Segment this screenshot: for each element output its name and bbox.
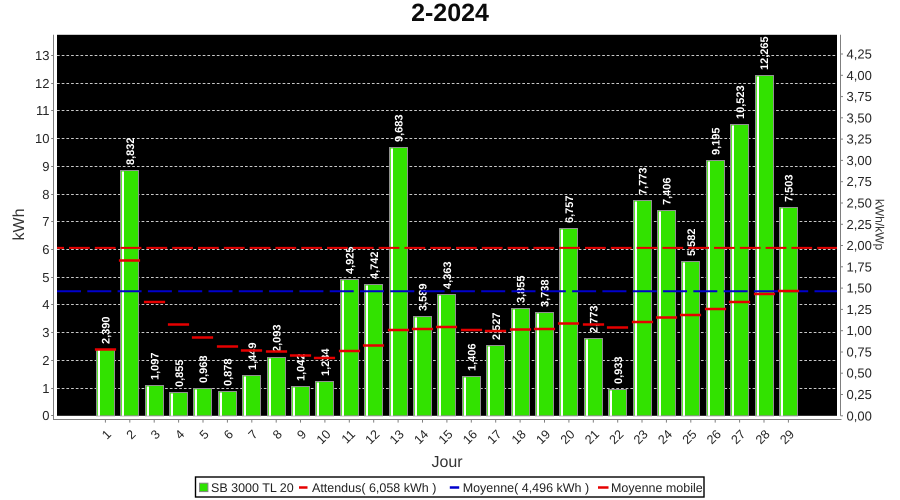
- svg-text:20: 20: [558, 427, 578, 447]
- svg-text:16: 16: [460, 427, 480, 447]
- svg-text:3,25: 3,25: [847, 132, 872, 147]
- svg-text:7,503: 7,503: [784, 174, 796, 202]
- svg-text:12,265: 12,265: [759, 36, 771, 70]
- svg-text:4: 4: [172, 427, 187, 442]
- svg-text:8,832: 8,832: [125, 137, 137, 165]
- svg-text:2,75: 2,75: [847, 174, 872, 189]
- svg-text:1: 1: [42, 381, 49, 396]
- svg-text:0: 0: [42, 408, 49, 423]
- svg-text:6: 6: [221, 427, 236, 442]
- svg-text:kWh: kWh: [11, 209, 28, 241]
- svg-text:24: 24: [655, 427, 675, 447]
- svg-text:4,742: 4,742: [369, 251, 381, 279]
- svg-text:0,968: 0,968: [198, 355, 210, 383]
- svg-text:27: 27: [729, 427, 749, 447]
- svg-text:1,449: 1,449: [247, 342, 259, 370]
- svg-text:12: 12: [363, 427, 383, 447]
- svg-text:3: 3: [148, 427, 163, 442]
- svg-text:2,527: 2,527: [491, 312, 503, 340]
- svg-text:9,195: 9,195: [710, 127, 722, 155]
- svg-text:3,855: 3,855: [515, 275, 527, 303]
- svg-text:2: 2: [124, 427, 139, 442]
- svg-text:2,50: 2,50: [847, 196, 872, 211]
- svg-text:18: 18: [509, 427, 529, 447]
- svg-text:1,234: 1,234: [320, 348, 332, 376]
- svg-text:10: 10: [314, 427, 334, 447]
- svg-text:6,757: 6,757: [564, 195, 576, 223]
- svg-text:9: 9: [42, 159, 49, 174]
- svg-text:1: 1: [99, 427, 114, 442]
- svg-text:2,773: 2,773: [588, 305, 600, 333]
- svg-text:2,390: 2,390: [101, 316, 113, 344]
- svg-text:26: 26: [704, 427, 724, 447]
- svg-text:6: 6: [42, 242, 49, 257]
- svg-text:0,933: 0,933: [613, 356, 625, 384]
- svg-text:11: 11: [339, 427, 358, 446]
- svg-text:Attendus( 6,058 kWh ): Attendus( 6,058 kWh ): [312, 481, 436, 495]
- svg-text:3,50: 3,50: [847, 110, 872, 125]
- svg-text:23: 23: [631, 427, 651, 447]
- svg-text:10: 10: [35, 131, 49, 146]
- svg-text:1,097: 1,097: [149, 352, 161, 380]
- svg-text:7: 7: [42, 214, 49, 229]
- svg-text:5: 5: [197, 427, 212, 442]
- svg-text:4,925: 4,925: [345, 246, 357, 274]
- svg-text:1,25: 1,25: [847, 302, 872, 317]
- svg-text:0,50: 0,50: [847, 366, 872, 381]
- svg-text:1,042: 1,042: [296, 353, 308, 381]
- svg-text:2,093: 2,093: [271, 324, 283, 352]
- svg-text:0,878: 0,878: [223, 358, 235, 386]
- svg-text:17: 17: [485, 427, 505, 447]
- svg-text:8: 8: [270, 427, 285, 442]
- svg-text:4,25: 4,25: [847, 47, 872, 62]
- svg-text:19: 19: [533, 427, 553, 447]
- svg-text:29: 29: [777, 427, 797, 447]
- svg-text:SB 3000 TL 20: SB 3000 TL 20: [211, 481, 294, 495]
- svg-text:14: 14: [411, 427, 431, 447]
- svg-text:3,75: 3,75: [847, 89, 872, 104]
- svg-text:13: 13: [35, 48, 49, 63]
- svg-text:8: 8: [42, 187, 49, 202]
- svg-text:1,75: 1,75: [847, 259, 872, 274]
- svg-text:28: 28: [753, 427, 773, 447]
- svg-text:7,406: 7,406: [662, 177, 674, 205]
- svg-text:0,855: 0,855: [174, 359, 186, 387]
- svg-text:5: 5: [42, 270, 49, 285]
- svg-text:4,363: 4,363: [442, 261, 454, 289]
- svg-text:1,406: 1,406: [466, 343, 478, 371]
- svg-text:9,683: 9,683: [393, 114, 405, 142]
- svg-text:4,00: 4,00: [847, 68, 872, 83]
- svg-text:2,00: 2,00: [847, 238, 872, 253]
- svg-text:0,25: 0,25: [847, 387, 872, 402]
- svg-text:7: 7: [246, 427, 261, 442]
- svg-text:25: 25: [680, 427, 700, 447]
- svg-text:10,523: 10,523: [735, 85, 747, 119]
- svg-text:2: 2: [42, 353, 49, 368]
- svg-text:1,50: 1,50: [847, 281, 872, 296]
- svg-text:22: 22: [607, 427, 627, 447]
- svg-text:2-2024: 2-2024: [411, 0, 489, 27]
- svg-text:2,25: 2,25: [847, 217, 872, 232]
- svg-text:kWh/kWp: kWh/kWp: [873, 199, 887, 251]
- svg-text:4: 4: [42, 297, 49, 312]
- svg-text:3,00: 3,00: [847, 153, 872, 168]
- svg-text:3,589: 3,589: [418, 283, 430, 311]
- svg-text:7,773: 7,773: [637, 167, 649, 195]
- svg-text:3,738: 3,738: [540, 279, 552, 307]
- svg-text:5,582: 5,582: [686, 228, 698, 256]
- svg-text:Moyenne mobile: Moyenne mobile: [611, 481, 703, 495]
- svg-text:13: 13: [387, 427, 407, 447]
- svg-text:Jour: Jour: [431, 454, 463, 471]
- svg-text:3: 3: [42, 325, 49, 340]
- svg-text:Moyenne( 4,496 kWh ): Moyenne( 4,496 kWh ): [463, 481, 589, 495]
- svg-text:21: 21: [582, 427, 602, 447]
- svg-text:0,75: 0,75: [847, 345, 872, 360]
- svg-text:9: 9: [294, 427, 309, 442]
- svg-text:11: 11: [36, 103, 50, 118]
- svg-text:12: 12: [35, 76, 49, 91]
- svg-text:0,00: 0,00: [847, 408, 872, 423]
- svg-text:1,00: 1,00: [847, 323, 872, 338]
- svg-text:15: 15: [436, 427, 456, 447]
